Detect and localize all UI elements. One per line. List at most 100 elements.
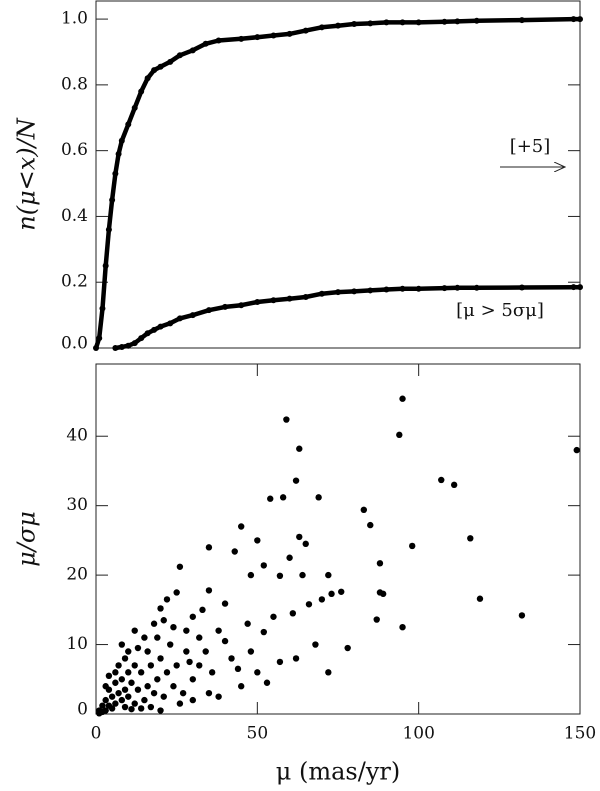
point: [238, 683, 245, 690]
point: [99, 305, 106, 312]
point: [318, 596, 326, 603]
point: [183, 648, 190, 655]
point: [518, 612, 526, 619]
point: [396, 431, 403, 439]
point: [118, 641, 126, 648]
point: [279, 494, 287, 501]
point: [454, 284, 461, 291]
y-tick-label: 0: [77, 700, 88, 720]
point: [247, 648, 255, 655]
point: [238, 35, 245, 42]
point: [335, 289, 341, 296]
point: [318, 290, 325, 297]
point: [121, 655, 129, 662]
point: [302, 27, 309, 34]
point: [154, 634, 161, 641]
point: [360, 506, 368, 514]
y-tick-label: 0.4: [61, 206, 88, 226]
point: [415, 19, 422, 26]
y-tick-label: 0.6: [61, 140, 88, 160]
point: [570, 16, 577, 23]
point: [99, 702, 106, 709]
point: [141, 634, 148, 641]
point: [125, 342, 132, 349]
point: [305, 601, 313, 608]
point: [125, 693, 132, 700]
annotation: [μ > 5σμ]: [456, 300, 544, 321]
point: [367, 521, 374, 529]
point: [351, 288, 358, 295]
point: [286, 30, 293, 37]
point: [222, 303, 229, 310]
point: [573, 446, 580, 454]
point: [151, 326, 158, 333]
point: [454, 18, 461, 25]
point: [137, 669, 145, 676]
point: [131, 340, 138, 347]
point: [125, 121, 132, 128]
point: [102, 683, 109, 690]
point: [376, 560, 384, 567]
point: [128, 705, 135, 713]
point: [125, 648, 132, 655]
point: [125, 669, 132, 676]
point: [338, 588, 345, 595]
point: [147, 703, 155, 711]
point: [270, 613, 277, 620]
point: [138, 335, 145, 342]
point: [137, 705, 145, 712]
point: [96, 335, 103, 342]
point: [577, 284, 583, 291]
point: [102, 262, 109, 269]
point: [383, 19, 390, 26]
point: [154, 676, 161, 683]
point: [173, 662, 180, 669]
point: [167, 320, 174, 327]
point: [276, 572, 284, 580]
point: [205, 689, 213, 697]
point: [121, 703, 129, 711]
point: [302, 540, 309, 548]
x-tick-label: 150: [564, 724, 596, 744]
point: [441, 18, 448, 25]
point: [170, 683, 177, 690]
point: [186, 658, 193, 666]
point: [102, 696, 109, 704]
point: [247, 571, 255, 579]
point: [518, 284, 525, 291]
point: [160, 693, 167, 700]
point: [399, 19, 406, 26]
point: [215, 627, 222, 634]
point: [141, 696, 148, 704]
point: [244, 620, 251, 627]
point: [399, 395, 406, 402]
point: [450, 481, 458, 489]
point: [367, 287, 374, 294]
point: [238, 523, 245, 530]
point: [176, 315, 183, 322]
y-tick-label: 20: [66, 565, 88, 585]
point: [112, 669, 119, 676]
point: [105, 672, 113, 680]
cumulative-line: [93, 16, 583, 351]
point: [150, 689, 158, 697]
point: [335, 22, 341, 29]
point: [179, 689, 187, 697]
point: [196, 662, 203, 669]
point: [399, 623, 406, 631]
point: [221, 600, 229, 607]
point: [518, 17, 525, 24]
point: [157, 605, 164, 612]
point: [157, 323, 164, 330]
plot-frame: [95, 0, 581, 349]
point: [160, 617, 167, 624]
point: [109, 196, 116, 203]
point: [150, 620, 158, 627]
point: [170, 623, 177, 631]
point: [189, 676, 196, 683]
point: [292, 477, 300, 484]
point: [118, 137, 125, 144]
x-tick-label: 100: [402, 724, 434, 744]
point: [199, 606, 206, 614]
